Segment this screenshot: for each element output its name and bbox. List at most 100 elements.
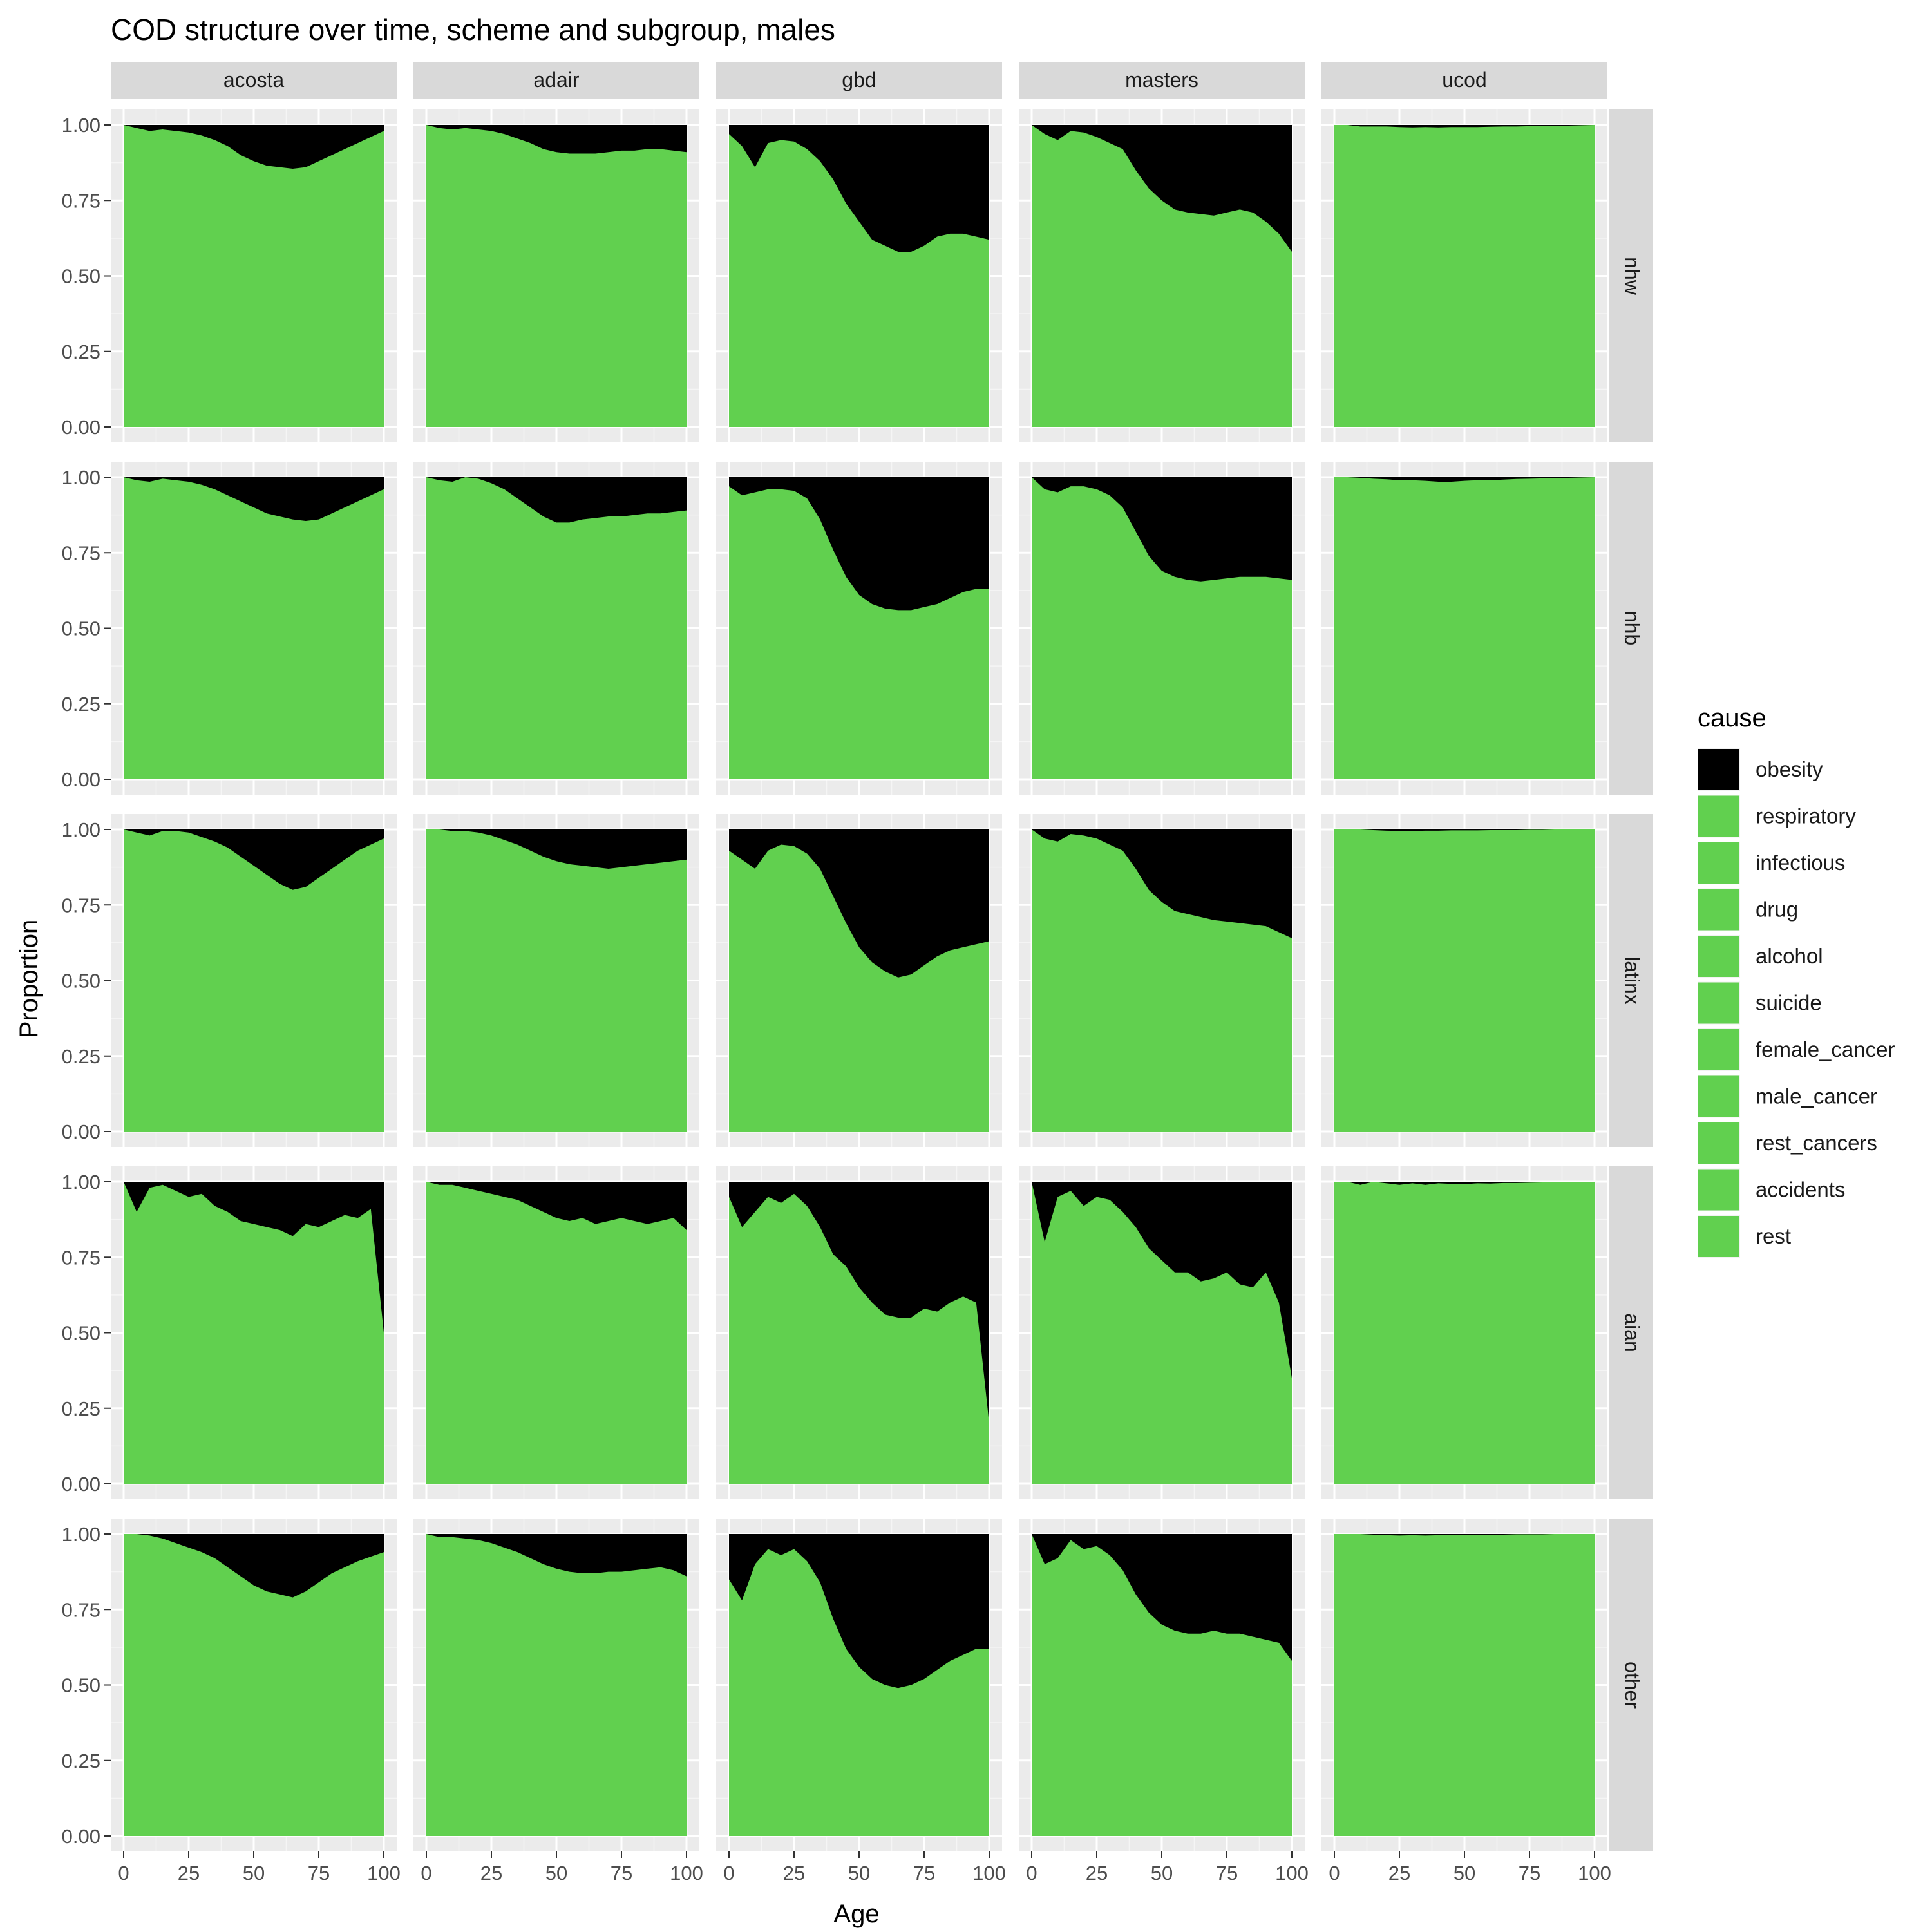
y-tick-label: 1.00 — [62, 819, 100, 841]
area-other-causes — [729, 134, 989, 427]
y-tick-label: 0.25 — [62, 341, 100, 363]
panel-nhb-masters — [1019, 462, 1305, 795]
chart-title: COD structure over time, scheme and subg… — [111, 13, 835, 46]
x-tick-label: 50 — [848, 1862, 870, 1884]
x-tick-label: 75 — [611, 1862, 632, 1884]
y-tick-label: 0.00 — [62, 1825, 100, 1848]
facet-strip-other — [1609, 1519, 1653, 1852]
area-other-causes — [1032, 477, 1292, 779]
area-other-causes — [1334, 1182, 1595, 1484]
panel-nhw-adair — [413, 109, 699, 442]
x-tick-label: 0 — [1026, 1862, 1037, 1884]
area-other-causes — [1334, 1534, 1595, 1836]
x-tick-label: 100 — [1578, 1862, 1611, 1884]
facet-strip-ucod — [1321, 62, 1607, 99]
x-tick-label: 25 — [783, 1862, 805, 1884]
area-other-causes — [729, 486, 989, 779]
panel-other-acosta — [111, 1519, 397, 1852]
panel-aian-ucod — [1321, 1166, 1607, 1499]
x-tick-label: 50 — [243, 1862, 265, 1884]
panel-latinx-masters — [1019, 814, 1305, 1147]
y-tick-label: 0.75 — [62, 542, 100, 564]
facet-strip-adair — [413, 62, 699, 99]
y-tick-label: 0.00 — [62, 1473, 100, 1495]
facet-strip-masters — [1019, 62, 1305, 99]
facet-label-nhw: nhw — [1621, 257, 1644, 296]
facet-label-acosta: acosta — [223, 68, 284, 91]
panel-aian-adair — [413, 1166, 699, 1499]
panel-aian-masters — [1019, 1166, 1305, 1499]
legend-title: cause — [1698, 704, 1766, 732]
legend-label-accidents: accidents — [1756, 1178, 1845, 1202]
x-axis-label: Age — [833, 1900, 879, 1928]
y-tick-label: 0.50 — [62, 1674, 100, 1697]
panel-nhw-ucod — [1321, 109, 1607, 442]
area-other-causes — [426, 829, 687, 1132]
area-other-causes — [1032, 1182, 1292, 1484]
legend-key-alcohol — [1698, 936, 1739, 977]
facet-label-aian: aian — [1621, 1313, 1644, 1352]
panel-nhb-gbd — [716, 462, 1002, 795]
area-other-causes — [124, 125, 384, 427]
legend-label-alcohol: alcohol — [1756, 944, 1823, 968]
facet-strip-acosta — [111, 62, 397, 99]
panel-nhw-masters — [1019, 109, 1305, 442]
x-tick-label: 0 — [421, 1862, 431, 1884]
legend-key-obesity — [1698, 749, 1739, 790]
area-other-causes — [1334, 125, 1595, 427]
area-other-causes — [1334, 829, 1595, 1132]
x-tick-label: 100 — [1275, 1862, 1309, 1884]
x-tick-label: 25 — [480, 1862, 502, 1884]
legend-key-male_cancer — [1698, 1075, 1739, 1117]
facet-strip-gbd — [716, 62, 1002, 99]
x-tick-label: 75 — [913, 1862, 935, 1884]
y-tick-label: 0.25 — [62, 693, 100, 715]
y-tick-label: 0.75 — [62, 1246, 100, 1269]
legend: cause obesity respiratory infectious drug al… — [1698, 704, 1895, 1258]
panel-nhb-acosta — [111, 462, 397, 795]
x-tick-label: 100 — [367, 1862, 401, 1884]
x-tick-label: 0 — [1329, 1862, 1340, 1884]
panel-other-masters — [1019, 1519, 1305, 1852]
area-other-causes — [729, 1193, 989, 1484]
y-axis-label: Proportion — [15, 920, 43, 1039]
area-other-causes — [1032, 125, 1292, 427]
area-other-causes — [1032, 829, 1292, 1132]
legend-label-infectious: infectious — [1756, 851, 1845, 875]
legend-label-obesity: obesity — [1756, 757, 1823, 781]
facet-label-adair: adair — [533, 68, 580, 91]
legend-label-rest: rest — [1756, 1224, 1791, 1248]
area-other-causes — [1032, 1534, 1292, 1836]
panel-latinx-ucod — [1321, 814, 1607, 1147]
y-tick-label: 1.00 — [62, 1171, 100, 1193]
facet-label-nhb: nhb — [1621, 611, 1644, 645]
panel-latinx-adair — [413, 814, 699, 1147]
y-tick-label: 0.25 — [62, 1397, 100, 1420]
legend-label-female_cancer: female_cancer — [1756, 1037, 1895, 1061]
y-tick-label: 0.50 — [62, 618, 100, 640]
y-tick-label: 0.25 — [62, 1045, 100, 1068]
area-other-causes — [124, 1534, 384, 1836]
facet-strip-nhb — [1609, 462, 1653, 795]
legend-key-suicide — [1698, 982, 1739, 1024]
y-tick-label: 0.50 — [62, 265, 100, 288]
facet-strip-latinx — [1609, 814, 1653, 1147]
panel-aian-gbd — [716, 1166, 1002, 1499]
x-tick-label: 100 — [670, 1862, 703, 1884]
area-other-causes — [124, 829, 384, 1132]
x-tick-label: 100 — [972, 1862, 1006, 1884]
y-tick-label: 1.00 — [62, 466, 100, 489]
x-tick-label: 50 — [1454, 1862, 1475, 1884]
x-tick-label: 0 — [118, 1862, 129, 1884]
y-tick-label: 0.75 — [62, 894, 100, 916]
x-tick-label: 75 — [1216, 1862, 1238, 1884]
legend-label-rest_cancers: rest_cancers — [1756, 1131, 1877, 1155]
x-tick-label: 75 — [1519, 1862, 1540, 1884]
facet-label-gbd: gbd — [842, 68, 876, 91]
x-tick-label: 50 — [545, 1862, 567, 1884]
panel-other-adair — [413, 1519, 699, 1852]
area-other-causes — [426, 125, 687, 427]
facet-label-ucod: ucod — [1442, 68, 1486, 91]
panel-latinx-acosta — [111, 814, 397, 1147]
